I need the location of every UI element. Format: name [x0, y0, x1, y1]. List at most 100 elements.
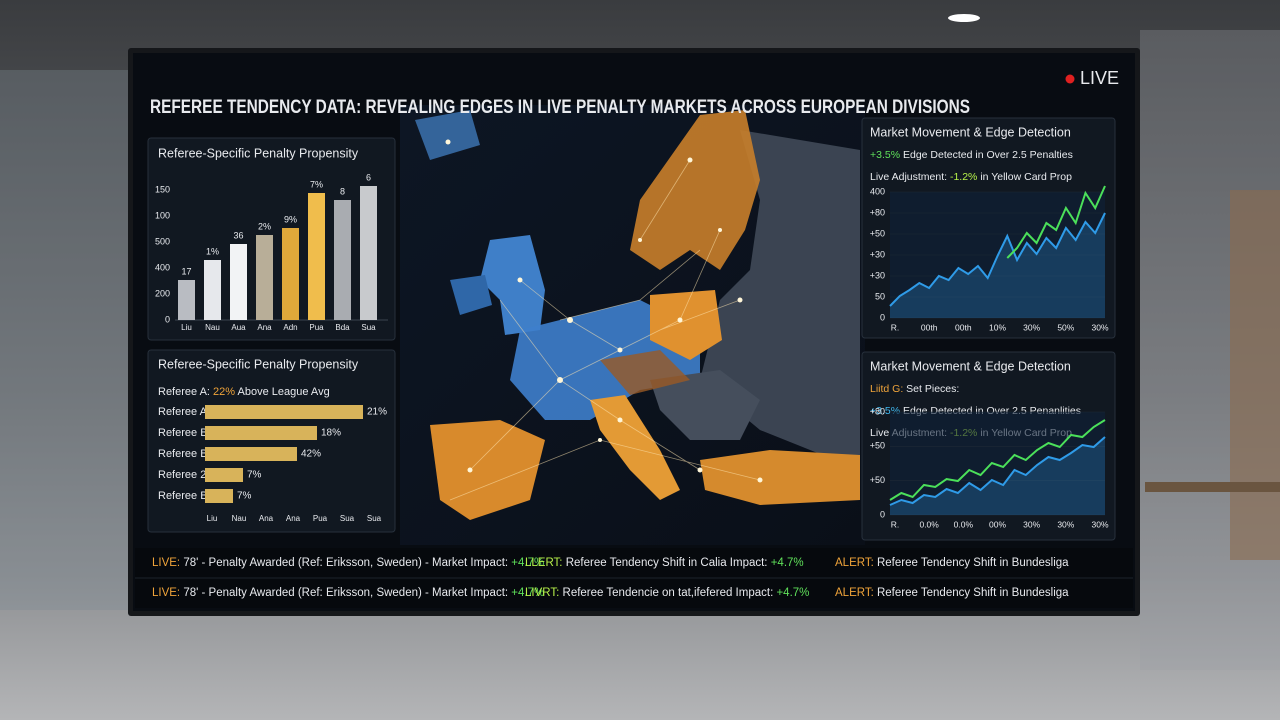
x-axis-label: Adn — [283, 323, 297, 332]
map-italy — [590, 395, 680, 500]
bar — [256, 235, 273, 320]
bar — [178, 280, 195, 320]
status-text: Live Adjustment: — [870, 171, 950, 183]
ticker-item: LIVE: 78' - Penalty Awarded (Ref: Erikss… — [152, 587, 544, 599]
bar — [334, 200, 351, 320]
map-scandinavia — [630, 110, 760, 270]
live-dot — [1065, 74, 1075, 84]
ticker-text: 78' - Penalty Awarded (Ref: Eriksson, Sw… — [180, 587, 511, 599]
hbar — [205, 468, 243, 482]
y-axis-label: +30 — [870, 270, 885, 280]
hbar — [205, 447, 297, 461]
row-label: Referee B: — [158, 490, 211, 502]
map-ireland — [450, 275, 492, 315]
bar-value-label: 6 — [366, 172, 371, 182]
map-balkans — [650, 370, 760, 440]
ticker-text: Referee Tendency Shift in Bundesliga — [874, 557, 1069, 569]
hbar — [205, 405, 363, 419]
subtitle-text: Referee A: — [158, 386, 213, 398]
y-axis-label: 400 — [155, 262, 170, 272]
bar-value-label: 8 — [340, 186, 345, 196]
x-axis-label: Aua — [231, 323, 246, 332]
x-axis-label: Pua — [313, 514, 328, 523]
europe-map — [400, 105, 865, 545]
bar-value-label: 36 — [233, 230, 243, 240]
y-axis-label: 0 — [880, 509, 885, 519]
x-axis-label: Liu — [207, 514, 218, 523]
subtitle-highlight: 22% — [213, 386, 235, 398]
ticker-prefix: ALERT: — [835, 557, 874, 569]
bar — [204, 260, 221, 320]
ticker-prefix: ALERT: — [835, 587, 874, 599]
bar — [308, 193, 325, 320]
y-axis-label: 400 — [870, 186, 885, 196]
bar-value-label: 9% — [284, 214, 297, 224]
x-axis-label: 30% — [1057, 519, 1074, 529]
map-poland — [650, 290, 722, 360]
status-line: Live Adjustment: -1.2% in Yellow Card Pr… — [870, 171, 1072, 183]
subtitle-text: Above League Avg — [235, 386, 330, 398]
y-axis-label: 0 — [880, 312, 885, 322]
map-turkey — [700, 450, 860, 505]
plot-area — [890, 412, 1105, 515]
map-iceland — [415, 110, 480, 160]
ticker-item: ALERT: Referee Tendency Shift in Bundesl… — [835, 587, 1069, 599]
x-axis-label: 30% — [1023, 322, 1040, 332]
ticker-item: LIVRT: Referee Tendencie on tat,ifefered… — [525, 587, 809, 599]
panel-title: Referee-Specific Penalty Propensity — [158, 357, 359, 371]
ticker-item: LLERT: Referee Tendency Shift in Calia I… — [525, 557, 804, 569]
x-axis-label: Ana — [259, 514, 274, 523]
bar-value-label: 2% — [258, 221, 271, 231]
y-axis-label: +80 — [870, 406, 885, 416]
ticker-impact: +4.7% — [771, 557, 804, 569]
y-axis-label: 500 — [155, 236, 170, 246]
series-area — [890, 437, 1105, 515]
ticker-prefix: LIVRT: — [525, 587, 559, 599]
x-axis-label: 10% — [989, 322, 1006, 332]
dashboard-title: REFEREE TENDENCY DATA: REVEALING EDGES I… — [150, 97, 970, 118]
status-text: in Yellow Card Prop — [977, 171, 1072, 183]
row-label: Referee A: — [158, 406, 210, 418]
series-line — [889, 419, 1106, 501]
wood-panel — [1230, 190, 1280, 560]
row-label: Referee B: — [158, 427, 211, 439]
hbar-value-label: 21% — [367, 407, 387, 418]
status-text: Edge Detected in Over 2.5 Penalties — [900, 149, 1073, 161]
x-axis-label: Sua — [340, 514, 355, 523]
y-axis-label: 0 — [165, 314, 170, 324]
y-axis-label: 50 — [875, 291, 885, 301]
bar-value-label: 17 — [181, 266, 191, 276]
x-axis-label: Sua — [367, 514, 382, 523]
x-axis-label: Pua — [309, 323, 324, 332]
status-highlight: Liitd G: — [870, 383, 903, 395]
y-axis-label: +50 — [870, 228, 885, 238]
x-axis-label: Liu — [181, 323, 192, 332]
panel-subtitle: Referee A: 22% Above League Avg — [158, 386, 330, 398]
x-axis-label: 0.0% — [954, 519, 974, 529]
ticker-prefix: LLERT: — [525, 557, 563, 569]
hbar-value-label: 42% — [301, 449, 321, 460]
status-highlight: -1.2% — [950, 171, 977, 183]
x-axis-label: Nau — [205, 323, 220, 332]
x-axis-label: 00th — [921, 322, 938, 332]
x-axis-label: 00% — [989, 519, 1006, 529]
y-axis-label: +30 — [870, 249, 885, 259]
y-axis-label: 200 — [155, 288, 170, 298]
ticker-text: 78' - Penalty Awarded (Ref: Eriksson, Sw… — [180, 557, 511, 569]
panel-title: Referee-Specific Penalty Propensity — [158, 146, 359, 160]
live-indicator: LIVE — [1080, 68, 1119, 88]
ticker-text: Referee Tendencie on tat,ifefered Impact… — [559, 587, 776, 599]
ticker-impact: +4.7% — [511, 587, 544, 599]
x-axis-label: Sua — [361, 323, 376, 332]
panel-title: Market Movement & Edge Detection — [870, 125, 1071, 139]
series-line — [1006, 185, 1106, 259]
row-label: Referee B: — [158, 448, 211, 460]
glass-wall — [0, 70, 130, 610]
y-axis-label: +50 — [870, 475, 885, 485]
hbar — [205, 426, 317, 440]
bar-value-label: 1% — [206, 246, 219, 256]
ticker-impact: +4.7% — [511, 557, 544, 569]
desk — [1145, 482, 1280, 492]
status-highlight: +3.5% — [870, 149, 900, 161]
